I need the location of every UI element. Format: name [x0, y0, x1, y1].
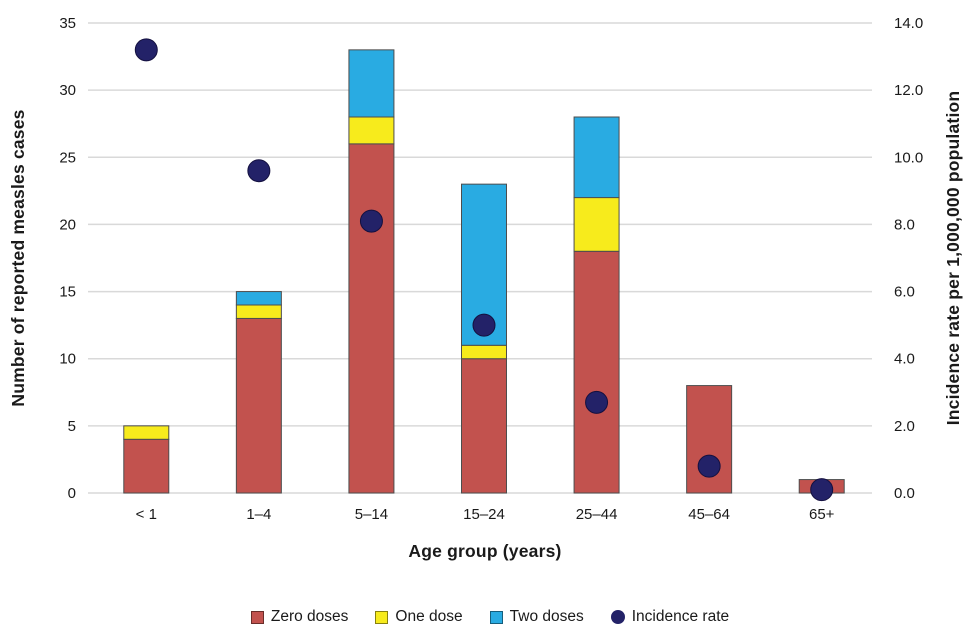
- incidence-rate-dot[interactable]: [134, 38, 158, 62]
- left-y-tick-label: 30: [59, 82, 76, 99]
- bar-segment-one-dose[interactable]: [348, 116, 395, 145]
- bar-segment-one-dose[interactable]: [235, 304, 282, 319]
- left-y-tick-label: 5: [68, 418, 76, 435]
- left-y-tick-label: 25: [59, 149, 76, 166]
- legend-item-incidence-rate[interactable]: Incidence rate: [610, 608, 730, 626]
- x-tick-label: 15–24: [463, 506, 505, 523]
- right-y-tick-label: 6.0: [894, 284, 915, 301]
- right-y-tick-label: 4.0: [894, 351, 915, 368]
- bar-segment-two-doses[interactable]: [348, 49, 395, 118]
- left-y-tick-label: 35: [59, 15, 76, 32]
- legend-label: Zero doses: [270, 608, 349, 625]
- right-axis-title: Incidence rate per 1,000,000 population: [943, 90, 963, 426]
- bar-segment-two-doses[interactable]: [573, 116, 620, 199]
- incidence-rate-dot[interactable]: [247, 159, 271, 183]
- bar-segment-zero-doses[interactable]: [573, 250, 620, 494]
- legend-square-marker: [250, 610, 264, 624]
- right-y-tick-label: 8.0: [894, 216, 915, 233]
- left-y-tick-label: 0: [68, 485, 76, 502]
- plot-area: 0 5 10 15 20 25 30 35 0.0 2.0 4.0 6.0 8.0 10.0 12.0 14.…: [59, 15, 923, 523]
- x-tick-label: 45–64: [688, 506, 730, 523]
- bar-segment-zero-doses[interactable]: [348, 143, 395, 494]
- x-tick-label: 5–14: [355, 506, 388, 523]
- legend-item-one-dose[interactable]: One dose: [375, 608, 463, 626]
- incidence-rate-dot[interactable]: [359, 209, 383, 233]
- incidence-rate-dot[interactable]: [585, 390, 609, 414]
- legend: Zero doses One dose Two doses Incidence rat…: [0, 603, 980, 631]
- right-y-tick-label: 0.0: [894, 485, 915, 502]
- left-axis-title: Number of reported measles cases: [8, 109, 28, 407]
- right-y-tick-label: 10.0: [894, 149, 923, 166]
- bar-segment-two-doses[interactable]: [235, 291, 282, 306]
- left-y-tick-label: 15: [59, 284, 76, 301]
- bar-segment-one-dose[interactable]: [461, 344, 507, 360]
- x-tick-label: < 1: [136, 506, 157, 523]
- x-tick-label: 65+: [809, 506, 835, 523]
- legend-circle-marker: [610, 610, 625, 624]
- right-y-tick-label: 2.0: [894, 418, 915, 435]
- x-axis-title: Age group (years): [408, 541, 562, 561]
- legend-square-marker: [489, 610, 503, 624]
- bar-segment-zero-doses[interactable]: [123, 438, 170, 494]
- legend-item-zero-doses[interactable]: Zero doses: [250, 608, 349, 626]
- x-tick-label: 1–4: [246, 506, 271, 523]
- left-y-tick-label: 10: [59, 351, 76, 368]
- legend-square-marker: [375, 610, 389, 624]
- right-y-tick-label: 14.0: [894, 15, 923, 32]
- bar-segment-one-dose[interactable]: [123, 425, 170, 440]
- legend-label: Incidence rate: [631, 608, 730, 625]
- left-y-tick-label: 20: [59, 216, 76, 233]
- incidence-rate-dot[interactable]: [697, 454, 721, 478]
- x-tick-label: 25–44: [576, 506, 618, 523]
- right-y-tick-label: 12.0: [894, 82, 923, 99]
- bar-segment-one-dose[interactable]: [573, 197, 620, 252]
- bar-segment-zero-doses[interactable]: [461, 358, 507, 494]
- incidence-rate-dot[interactable]: [472, 313, 496, 337]
- legend-item-two-doses[interactable]: Two doses: [489, 608, 584, 626]
- legend-label: One dose: [395, 608, 463, 625]
- bar-segment-zero-doses[interactable]: [235, 317, 282, 494]
- incidence-rate-dot[interactable]: [810, 478, 834, 502]
- legend-label: Two doses: [509, 608, 584, 625]
